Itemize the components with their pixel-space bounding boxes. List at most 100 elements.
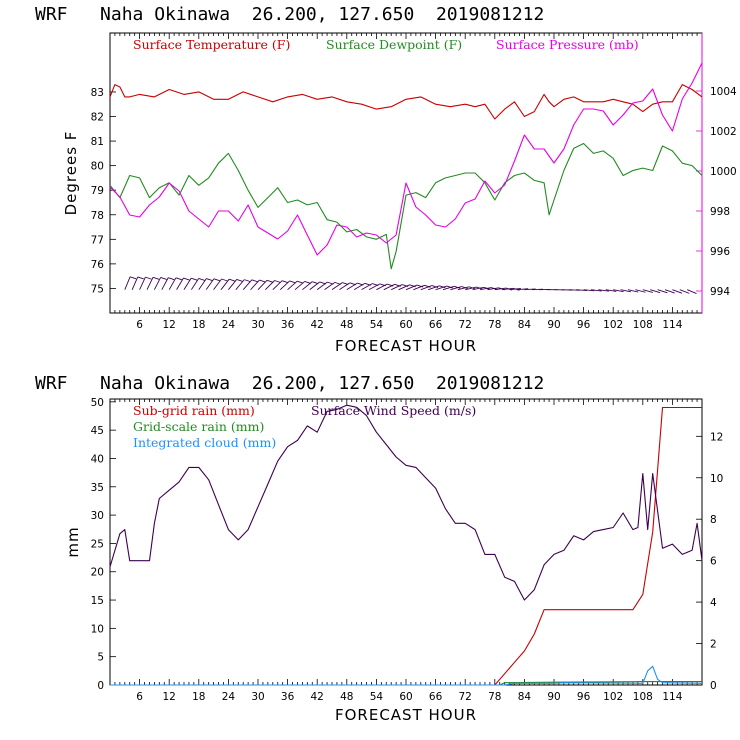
wind-barb xyxy=(620,289,632,293)
y-tick-label: 83 xyxy=(91,87,104,99)
y-tick-label: 81 xyxy=(91,136,104,148)
legend-grid-rain: Grid-scale rain (mm) xyxy=(133,419,264,434)
x-tick-label: 12 xyxy=(163,319,176,331)
wind-barb xyxy=(265,280,275,290)
wind-barb-flag xyxy=(297,280,304,284)
wind-barb xyxy=(642,289,653,293)
wind-barb-flag xyxy=(446,285,453,289)
x-tick-label: 24 xyxy=(222,319,236,331)
y2-tick-label: 0 xyxy=(710,680,717,692)
wind-barb xyxy=(502,287,514,291)
wind-barb xyxy=(383,283,395,291)
wind-barb-flag xyxy=(145,276,152,280)
wind-barb-flag xyxy=(183,277,190,281)
wind-barb-flag xyxy=(236,278,243,282)
sub-grid-rain-line xyxy=(110,406,702,686)
x-tick-label: 96 xyxy=(577,319,591,331)
surface-temperature-line xyxy=(109,84,703,120)
y2-tick-label: 1004 xyxy=(710,86,737,98)
wind-barb xyxy=(679,289,690,294)
wind-barb xyxy=(487,287,499,291)
y-tick-label: 77 xyxy=(91,234,104,246)
surface-dewpoint-line xyxy=(109,142,703,270)
wind-barb-flag xyxy=(175,277,183,281)
wind-barb-flag xyxy=(266,279,274,283)
y-tick-label: 20 xyxy=(91,567,104,579)
y-tick-label: 5 xyxy=(97,652,104,664)
x-tick-label: 6 xyxy=(136,691,143,703)
y2-tick-label: 1002 xyxy=(710,126,737,138)
x-tick-label: 90 xyxy=(547,691,560,703)
x-tick-label: 90 xyxy=(547,319,560,331)
wind-barb xyxy=(472,286,484,291)
wind-barb xyxy=(583,289,595,292)
wind-barb xyxy=(413,284,425,291)
legend-wind-speed: Surface Wind Speed (m/s) xyxy=(311,403,476,418)
y2-tick-label: 10 xyxy=(710,473,723,485)
wind-barb xyxy=(613,289,624,293)
wind-barb xyxy=(331,282,343,291)
x-tick-label: 42 xyxy=(311,319,324,331)
wind-barb xyxy=(479,287,492,291)
x-tick-label: 60 xyxy=(399,319,412,331)
bottom-y-axis-label: mm xyxy=(64,526,82,557)
wind-barb xyxy=(516,288,529,291)
x-tick-label: 36 xyxy=(281,319,295,331)
legend-pressure: Surface Pressure (mb) xyxy=(496,37,639,52)
wind-barb xyxy=(650,289,661,294)
wind-barb xyxy=(324,282,336,291)
wind-barb xyxy=(191,278,200,290)
x-tick-label: 72 xyxy=(459,319,472,331)
x-tick-label: 42 xyxy=(311,691,324,703)
x-tick-label: 6 xyxy=(136,319,143,331)
x-tick-label: 24 xyxy=(222,691,236,703)
wind-barb-flag xyxy=(213,278,221,282)
x-tick-label: 102 xyxy=(603,319,623,331)
wind-barb-flag xyxy=(228,278,236,282)
wind-barb xyxy=(235,279,245,290)
y2-tick-label: 12 xyxy=(710,431,723,443)
wind-barb xyxy=(309,281,321,291)
wind-barb xyxy=(161,277,169,290)
wind-barb xyxy=(687,289,697,294)
wind-barb-flag xyxy=(439,285,446,289)
x-tick-label: 66 xyxy=(429,319,443,331)
legend-dewpoint: Surface Dewpoint (F) xyxy=(326,37,462,52)
wind-barb-flag xyxy=(168,277,175,281)
wind-barb xyxy=(183,277,192,290)
wind-barb xyxy=(657,289,668,294)
wind-barb-flag xyxy=(190,277,198,281)
y2-tick-label: 8 xyxy=(710,514,717,526)
wind-barb xyxy=(405,284,418,291)
wind-barb xyxy=(146,277,154,290)
legend-temperature: Surface Temperature (F) xyxy=(133,37,290,52)
wind-barb xyxy=(228,279,238,290)
wind-barb xyxy=(272,280,283,290)
y-tick-label: 45 xyxy=(91,425,104,437)
x-tick-label: 18 xyxy=(192,319,205,331)
y-tick-label: 79 xyxy=(91,185,104,197)
surface-pressure-line xyxy=(109,62,703,256)
wind-barb xyxy=(242,279,253,290)
integrated-cloud-line xyxy=(110,665,703,686)
y-tick-label: 76 xyxy=(91,259,105,271)
wind-barb xyxy=(361,283,373,291)
y2-tick-label: 1000 xyxy=(710,166,737,178)
wind-barb-flag xyxy=(206,278,213,282)
y2-tick-label: 4 xyxy=(710,597,717,609)
wind-barb-flag xyxy=(152,276,160,280)
wind-barb xyxy=(672,289,683,294)
y-tick-label: 50 xyxy=(91,397,104,409)
x-tick-label: 102 xyxy=(603,691,623,703)
wind-barb xyxy=(398,284,410,291)
wind-barb xyxy=(339,282,351,291)
wind-barb xyxy=(316,281,328,291)
x-tick-label: 108 xyxy=(633,691,653,703)
surface-wind-speed-line xyxy=(109,404,703,601)
wind-barb xyxy=(376,283,388,291)
y2-tick-label: 2 xyxy=(710,639,717,651)
wind-barb-flag xyxy=(289,280,296,284)
wind-barb xyxy=(294,281,306,291)
legend-integrated-cloud: Integrated cloud (mm) xyxy=(133,435,276,450)
y2-tick-label: 994 xyxy=(710,286,730,298)
